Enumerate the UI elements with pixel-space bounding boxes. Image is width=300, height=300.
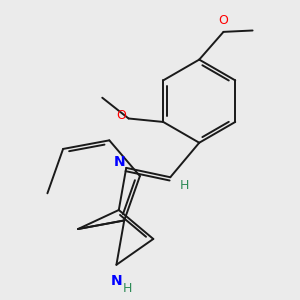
- Text: O: O: [218, 14, 228, 27]
- Text: N: N: [111, 274, 122, 288]
- Text: N: N: [114, 154, 126, 169]
- Text: H: H: [123, 282, 132, 295]
- Text: O: O: [116, 109, 126, 122]
- Text: H: H: [179, 179, 189, 192]
